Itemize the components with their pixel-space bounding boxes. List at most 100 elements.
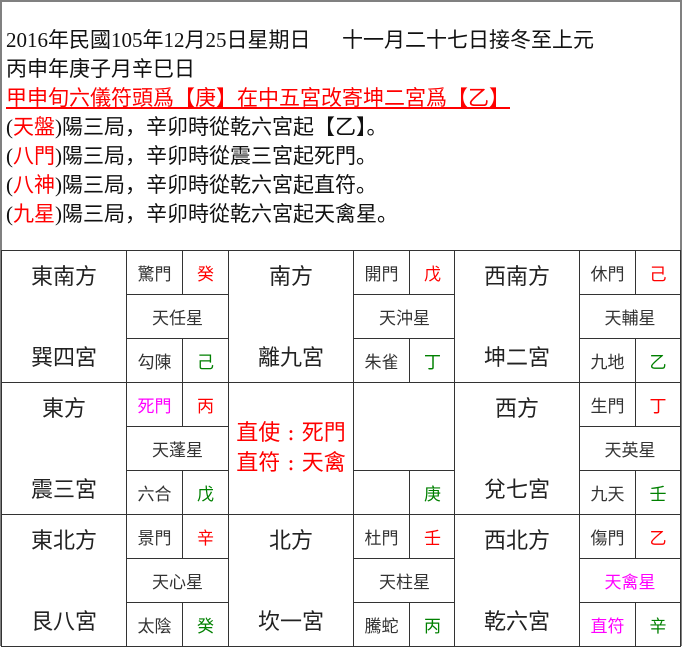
- door-label: 景門: [137, 529, 172, 549]
- palace-name-cell: 西北方 乾六宮: [454, 514, 580, 647]
- god-cell: 勾陳: [126, 338, 183, 383]
- zhi-shi-label: 直使 : 死門: [236, 420, 346, 446]
- door-cell: 生門: [579, 382, 636, 427]
- direction-label: 西北方: [483, 529, 550, 554]
- earth-stem-cell: 乙: [635, 338, 681, 383]
- door-label: 死門: [137, 397, 172, 417]
- palace-name-cell: 東南方 巽四宮: [1, 250, 127, 383]
- star-label: 天蓬星: [152, 441, 203, 461]
- god-label: 九天: [590, 485, 625, 505]
- palace-label: 巽四宮: [30, 346, 97, 371]
- earth-stem: 壬: [649, 485, 667, 505]
- earth-stem: 庚: [424, 485, 441, 505]
- heaven-stem-cell: 辛: [182, 514, 229, 559]
- heaven-stem-cell: 乙: [635, 514, 681, 559]
- earth-stem-cell: 己: [182, 338, 229, 383]
- earth-stem: 乙: [649, 353, 667, 373]
- direction-label: 東北方: [30, 529, 97, 554]
- direction-label: 南方: [268, 265, 313, 290]
- door-label: 開門: [364, 265, 399, 285]
- plate-text: 陽三局，辛卯時從乾六宮起【乙】。: [62, 115, 388, 139]
- palace-label: 離九宮: [257, 346, 324, 371]
- plate-text: 陽三局，辛卯時從乾六宮起直符。: [62, 173, 377, 197]
- earth-stem-cell: 癸: [182, 602, 229, 647]
- door-cell: 景門: [126, 514, 183, 559]
- heaven-stem: 癸: [197, 265, 214, 285]
- palace-name-cell: 西南方 坤二宮: [454, 250, 580, 383]
- god-cell: 騰蛇: [353, 602, 410, 647]
- star-cell: 天沖星: [353, 294, 456, 339]
- center-palace: 直使 : 死門 直符 : 天禽: [228, 382, 354, 515]
- god-cell: 九地: [579, 338, 636, 383]
- star-label: 天禽星: [604, 573, 656, 593]
- heaven-stem: 辛: [197, 529, 214, 549]
- star-label: 天輔星: [604, 309, 656, 329]
- palace-name-cell: 南方 離九宮: [228, 250, 354, 383]
- plate-line: (天盤)陽三局，辛卯時從乾六宮起【乙】。: [6, 115, 388, 139]
- door-cell: 驚門: [126, 250, 183, 295]
- earth-stem: 己: [197, 353, 214, 373]
- star-label: 天心星: [152, 573, 203, 593]
- god-cell: 直符: [579, 602, 636, 647]
- center-empty-cell: [353, 382, 456, 471]
- plate-line: (八神)陽三局，辛卯時從乾六宮起直符。: [6, 173, 377, 197]
- date-line: 2016年民國105年12月25日星期日 十一月二十七日接冬至上元: [6, 26, 594, 54]
- earth-stem-cell: 戊: [182, 470, 229, 515]
- heaven-stem-cell: 丙: [182, 382, 229, 427]
- palace-name-cell: 北方 坎一宮: [228, 514, 354, 647]
- plate-text: 陽三局，辛卯時從震三宮起死門。: [62, 144, 377, 168]
- door-cell: 休門: [579, 250, 636, 295]
- god-label: 勾陳: [137, 353, 172, 373]
- plate-name: 八神: [13, 173, 55, 197]
- heaven-stem-cell: 壬: [409, 514, 456, 559]
- heaven-stem-cell: 己: [635, 250, 681, 295]
- palace-label: 坎一宮: [257, 610, 324, 635]
- star-label: 天柱星: [379, 573, 430, 593]
- palace-label: 震三宮: [30, 478, 97, 503]
- plate-text: 陽三局，辛卯時從乾六宮起天禽星。: [62, 202, 398, 226]
- direction-label: 東方: [41, 397, 86, 422]
- star-label: 天沖星: [379, 309, 430, 329]
- heaven-stem-cell: 戊: [409, 250, 456, 295]
- door-label: 休門: [590, 265, 625, 285]
- ganzhi-line: 丙申年庚子月辛巳日: [6, 57, 195, 81]
- earth-stem-cell: 丁: [409, 338, 456, 383]
- star-label: 天英星: [604, 441, 656, 461]
- star-cell: 天英星: [579, 426, 681, 471]
- center-empty-cell: [353, 470, 410, 515]
- door-label: 杜門: [364, 529, 399, 549]
- earth-stem: 辛: [649, 617, 667, 637]
- heaven-stem: 丙: [197, 397, 214, 417]
- palace-label: 艮八宮: [30, 610, 97, 635]
- plate-line: (九星)陽三局，辛卯時從乾六宮起天禽星。: [6, 202, 398, 226]
- door-label: 傷門: [590, 529, 625, 549]
- fu-tou-line: 甲申旬六儀符頭爲【庚】在中五宮改寄坤二宮爲【乙】: [6, 86, 510, 110]
- palace-name-cell: 東北方 艮八宮: [1, 514, 127, 647]
- star-label: 天任星: [152, 309, 203, 329]
- god-label: 直符: [590, 617, 625, 637]
- direction-label: 西南方: [483, 265, 550, 290]
- star-cell: 天心星: [126, 558, 229, 603]
- god-cell: 朱雀: [353, 338, 410, 383]
- direction-label: 東南方: [30, 265, 97, 290]
- god-label: 太陰: [137, 617, 172, 637]
- earth-stem-cell: 辛: [635, 602, 681, 647]
- heaven-stem: 戊: [424, 265, 441, 285]
- plate-name: 九星: [13, 202, 55, 226]
- god-label: 六合: [137, 485, 172, 505]
- star-cell: 天輔星: [579, 294, 681, 339]
- palace-label: 坤二宮: [483, 346, 550, 371]
- door-cell: 傷門: [579, 514, 636, 559]
- plate-name: 天盤: [13, 115, 55, 139]
- earth-stem: 丙: [424, 617, 441, 637]
- gregorian-date: 2016年民國105年12月25日星期日: [6, 28, 311, 52]
- plate-name: 八門: [13, 144, 55, 168]
- god-cell: 九天: [579, 470, 636, 515]
- palace-label: 兌七宮: [483, 478, 550, 503]
- earth-stem: 癸: [197, 617, 214, 637]
- earth-stem-cell: 丙: [409, 602, 456, 647]
- palace-name-cell: 西方 兌七宮: [454, 382, 580, 515]
- door-cell: 死門: [126, 382, 183, 427]
- star-cell: 天柱星: [353, 558, 456, 603]
